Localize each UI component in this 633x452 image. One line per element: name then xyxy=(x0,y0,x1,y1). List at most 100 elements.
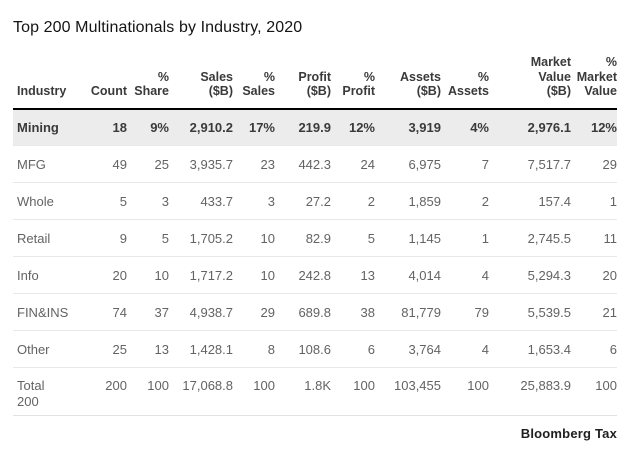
cell-count: 9 xyxy=(77,219,127,257)
cell-sales: 1,428.1 xyxy=(169,330,233,368)
cell-pct-profit: 24 xyxy=(331,145,375,183)
col-header-sales: Sales ($B) xyxy=(169,55,233,110)
cell-pct-market-value: 11 xyxy=(571,219,617,257)
cell-pct-sales: 3 xyxy=(233,182,275,220)
cell-industry: Retail xyxy=(13,219,77,257)
cell-pct-assets: 1 xyxy=(441,219,489,257)
cell-pct-market-value: 100 xyxy=(571,367,617,417)
cell-pct-market-value: 12% xyxy=(571,108,617,146)
cell-pct-sales: 23 xyxy=(233,145,275,183)
cell-pct-share: 25 xyxy=(127,145,169,183)
page-title: Top 200 Multinationals by Industry, 2020 xyxy=(13,19,303,36)
cell-profit: 242.8 xyxy=(275,256,331,294)
cell-profit: 27.2 xyxy=(275,182,331,220)
cell-industry: Other xyxy=(13,330,77,368)
table-header-row: Industry Count % Share Sales ($B) % Sale… xyxy=(13,55,617,110)
cell-pct-sales: 100 xyxy=(233,367,275,417)
cell-profit: 108.6 xyxy=(275,330,331,368)
cell-pct-sales: 10 xyxy=(233,256,275,294)
cell-pct-profit: 5 xyxy=(331,219,375,257)
cell-assets: 3,764 xyxy=(375,330,441,368)
cell-profit: 219.9 xyxy=(275,108,331,146)
cell-pct-market-value: 6 xyxy=(571,330,617,368)
cell-sales: 433.7 xyxy=(169,182,233,220)
cell-pct-share: 5 xyxy=(127,219,169,257)
col-header-pct-market-value: % Market Value xyxy=(571,55,617,110)
cell-pct-market-value: 20 xyxy=(571,256,617,294)
cell-assets: 3,919 xyxy=(375,108,441,146)
footer: Bloomberg Tax xyxy=(13,425,617,443)
table-row-info: Info 20 10 1,717.2 10 242.8 13 4,014 4 5… xyxy=(13,256,617,294)
table-row-fin-ins: FIN&INS 74 37 4,938.7 29 689.8 38 81,779… xyxy=(13,293,617,331)
cell-sales: 4,938.7 xyxy=(169,293,233,331)
cell-profit: 689.8 xyxy=(275,293,331,331)
cell-pct-market-value: 1 xyxy=(571,182,617,220)
cell-market-value: 2,976.1 xyxy=(489,108,571,146)
cell-pct-share: 9% xyxy=(127,108,169,146)
bloomberg-tax-logo: Bloomberg Tax xyxy=(520,426,617,442)
cell-pct-profit: 38 xyxy=(331,293,375,331)
cell-count: 49 xyxy=(77,145,127,183)
cell-count: 200 xyxy=(77,367,127,417)
cell-industry: Info xyxy=(13,256,77,294)
col-header-industry: Industry xyxy=(13,55,77,110)
cell-pct-share: 10 xyxy=(127,256,169,294)
cell-profit: 82.9 xyxy=(275,219,331,257)
cell-pct-assets: 79 xyxy=(441,293,489,331)
col-header-market-value: Market Value ($B) xyxy=(489,55,571,110)
cell-count: 20 xyxy=(77,256,127,294)
cell-pct-sales: 8 xyxy=(233,330,275,368)
cell-pct-sales: 17% xyxy=(233,108,275,146)
cell-assets: 6,975 xyxy=(375,145,441,183)
cell-assets: 1,859 xyxy=(375,182,441,220)
cell-pct-market-value: 21 xyxy=(571,293,617,331)
table-row-retail: Retail 9 5 1,705.2 10 82.9 5 1,145 1 2,7… xyxy=(13,219,617,257)
cell-pct-profit: 2 xyxy=(331,182,375,220)
cell-sales: 1,705.2 xyxy=(169,219,233,257)
cell-sales: 1,717.2 xyxy=(169,256,233,294)
cell-count: 18 xyxy=(77,108,127,146)
cell-pct-assets: 4 xyxy=(441,256,489,294)
cell-industry: Mining xyxy=(13,108,77,146)
cell-market-value: 5,294.3 xyxy=(489,256,571,294)
cell-pct-assets: 100 xyxy=(441,367,489,417)
cell-pct-assets: 4% xyxy=(441,108,489,146)
cell-industry: FIN&INS xyxy=(13,293,77,331)
cell-market-value: 25,883.9 xyxy=(489,367,571,417)
cell-pct-profit: 13 xyxy=(331,256,375,294)
cell-pct-share: 100 xyxy=(127,367,169,417)
cell-pct-sales: 10 xyxy=(233,219,275,257)
cell-industry: MFG xyxy=(13,145,77,183)
cell-pct-share: 13 xyxy=(127,330,169,368)
table-row-mining: Mining 18 9% 2,910.2 17% 219.9 12% 3,919… xyxy=(13,108,617,146)
cell-assets: 1,145 xyxy=(375,219,441,257)
cell-pct-profit: 6 xyxy=(331,330,375,368)
col-header-pct-share: % Share xyxy=(127,55,169,110)
cell-pct-assets: 7 xyxy=(441,145,489,183)
cell-count: 25 xyxy=(77,330,127,368)
cell-pct-share: 37 xyxy=(127,293,169,331)
cell-assets: 81,779 xyxy=(375,293,441,331)
table-row-other: Other 25 13 1,428.1 8 108.6 6 3,764 4 1,… xyxy=(13,330,617,368)
multinationals-table: Industry Count % Share Sales ($B) % Sale… xyxy=(13,55,617,417)
table-row-total: Total 200 200 100 17,068.8 100 1.8K 100 … xyxy=(13,367,617,417)
cell-count: 74 xyxy=(77,293,127,331)
cell-industry: Whole xyxy=(13,182,77,220)
col-header-count: Count xyxy=(77,55,127,110)
cell-pct-assets: 4 xyxy=(441,330,489,368)
cell-pct-share: 3 xyxy=(127,182,169,220)
cell-market-value: 1,653.4 xyxy=(489,330,571,368)
cell-pct-market-value: 29 xyxy=(571,145,617,183)
cell-sales: 17,068.8 xyxy=(169,367,233,417)
cell-assets: 103,455 xyxy=(375,367,441,417)
table-row-whole: Whole 5 3 433.7 3 27.2 2 1,859 2 157.4 1 xyxy=(13,182,617,220)
cell-pct-profit: 12% xyxy=(331,108,375,146)
cell-profit: 1.8K xyxy=(275,367,331,417)
cell-profit: 442.3 xyxy=(275,145,331,183)
col-header-pct-profit: % Profit xyxy=(331,55,375,110)
cell-market-value: 157.4 xyxy=(489,182,571,220)
cell-sales: 3,935.7 xyxy=(169,145,233,183)
cell-count: 5 xyxy=(77,182,127,220)
col-header-pct-assets: % Assets xyxy=(441,55,489,110)
